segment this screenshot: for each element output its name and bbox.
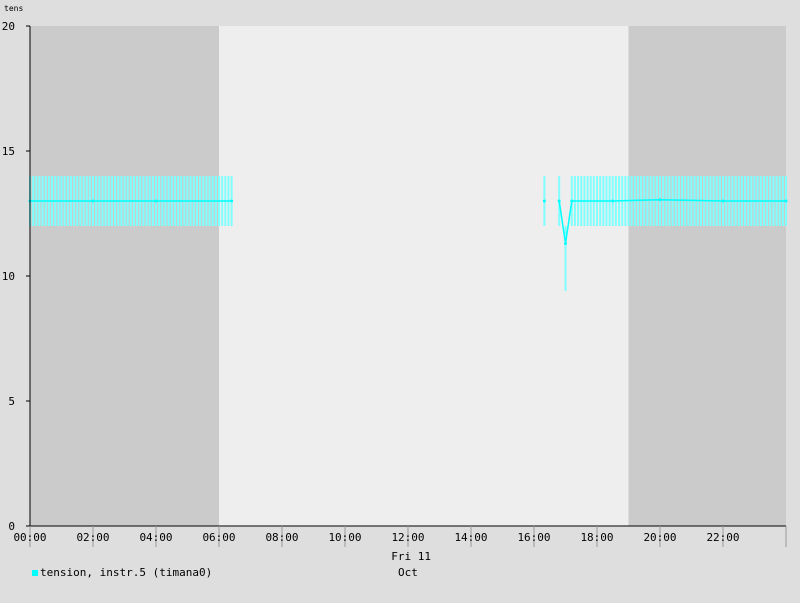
x-tick-label: 18:00 [580,531,613,544]
data-point [230,199,234,203]
legend-label: tension, instr.5 (timana0) [40,566,213,579]
y-tick-label: 15 [2,145,15,158]
x-tick-label: 16:00 [517,531,550,544]
x-tick-label: 04:00 [139,531,172,544]
data-point [721,199,725,203]
x-tick-label: 02:00 [76,531,109,544]
date-label: Fri 11 [391,550,431,560]
data-point [570,199,574,203]
y-axis-label: tens [4,4,23,13]
data-point [557,199,561,203]
x-tick-label: 22:00 [706,531,739,544]
month-label: Oct [398,566,418,579]
chart-svg: 0 5 10 15 20 tens 00:00 02:00 04:00 06:00 08:00 10:… [2,4,788,563]
x-tick-label: 10:00 [328,531,361,544]
y-tick-label: 10 [2,270,15,283]
night-shade-0 [30,26,219,526]
legend: tension, instr.5 (timana0) [32,566,212,579]
data-point [784,199,788,203]
data-point [542,199,546,203]
data-point [611,199,615,203]
x-tick-label: 06:00 [202,531,235,544]
data-point [658,198,662,202]
x-tick-label: 14:00 [454,531,487,544]
legend-swatch-icon [32,569,38,576]
y-tick-label: 20 [2,20,15,33]
x-tick-label: 12:00 [391,531,424,544]
y-tick-label: 5 [8,395,15,408]
data-point [91,199,95,203]
y-tick-label: 0 [8,520,15,533]
x-tick-label: 20:00 [643,531,676,544]
x-tick-label: 08:00 [265,531,298,544]
data-point [564,242,567,245]
x-tick-label: 00:00 [13,531,46,544]
data-point [154,199,158,203]
night-shade-1 [628,26,786,526]
